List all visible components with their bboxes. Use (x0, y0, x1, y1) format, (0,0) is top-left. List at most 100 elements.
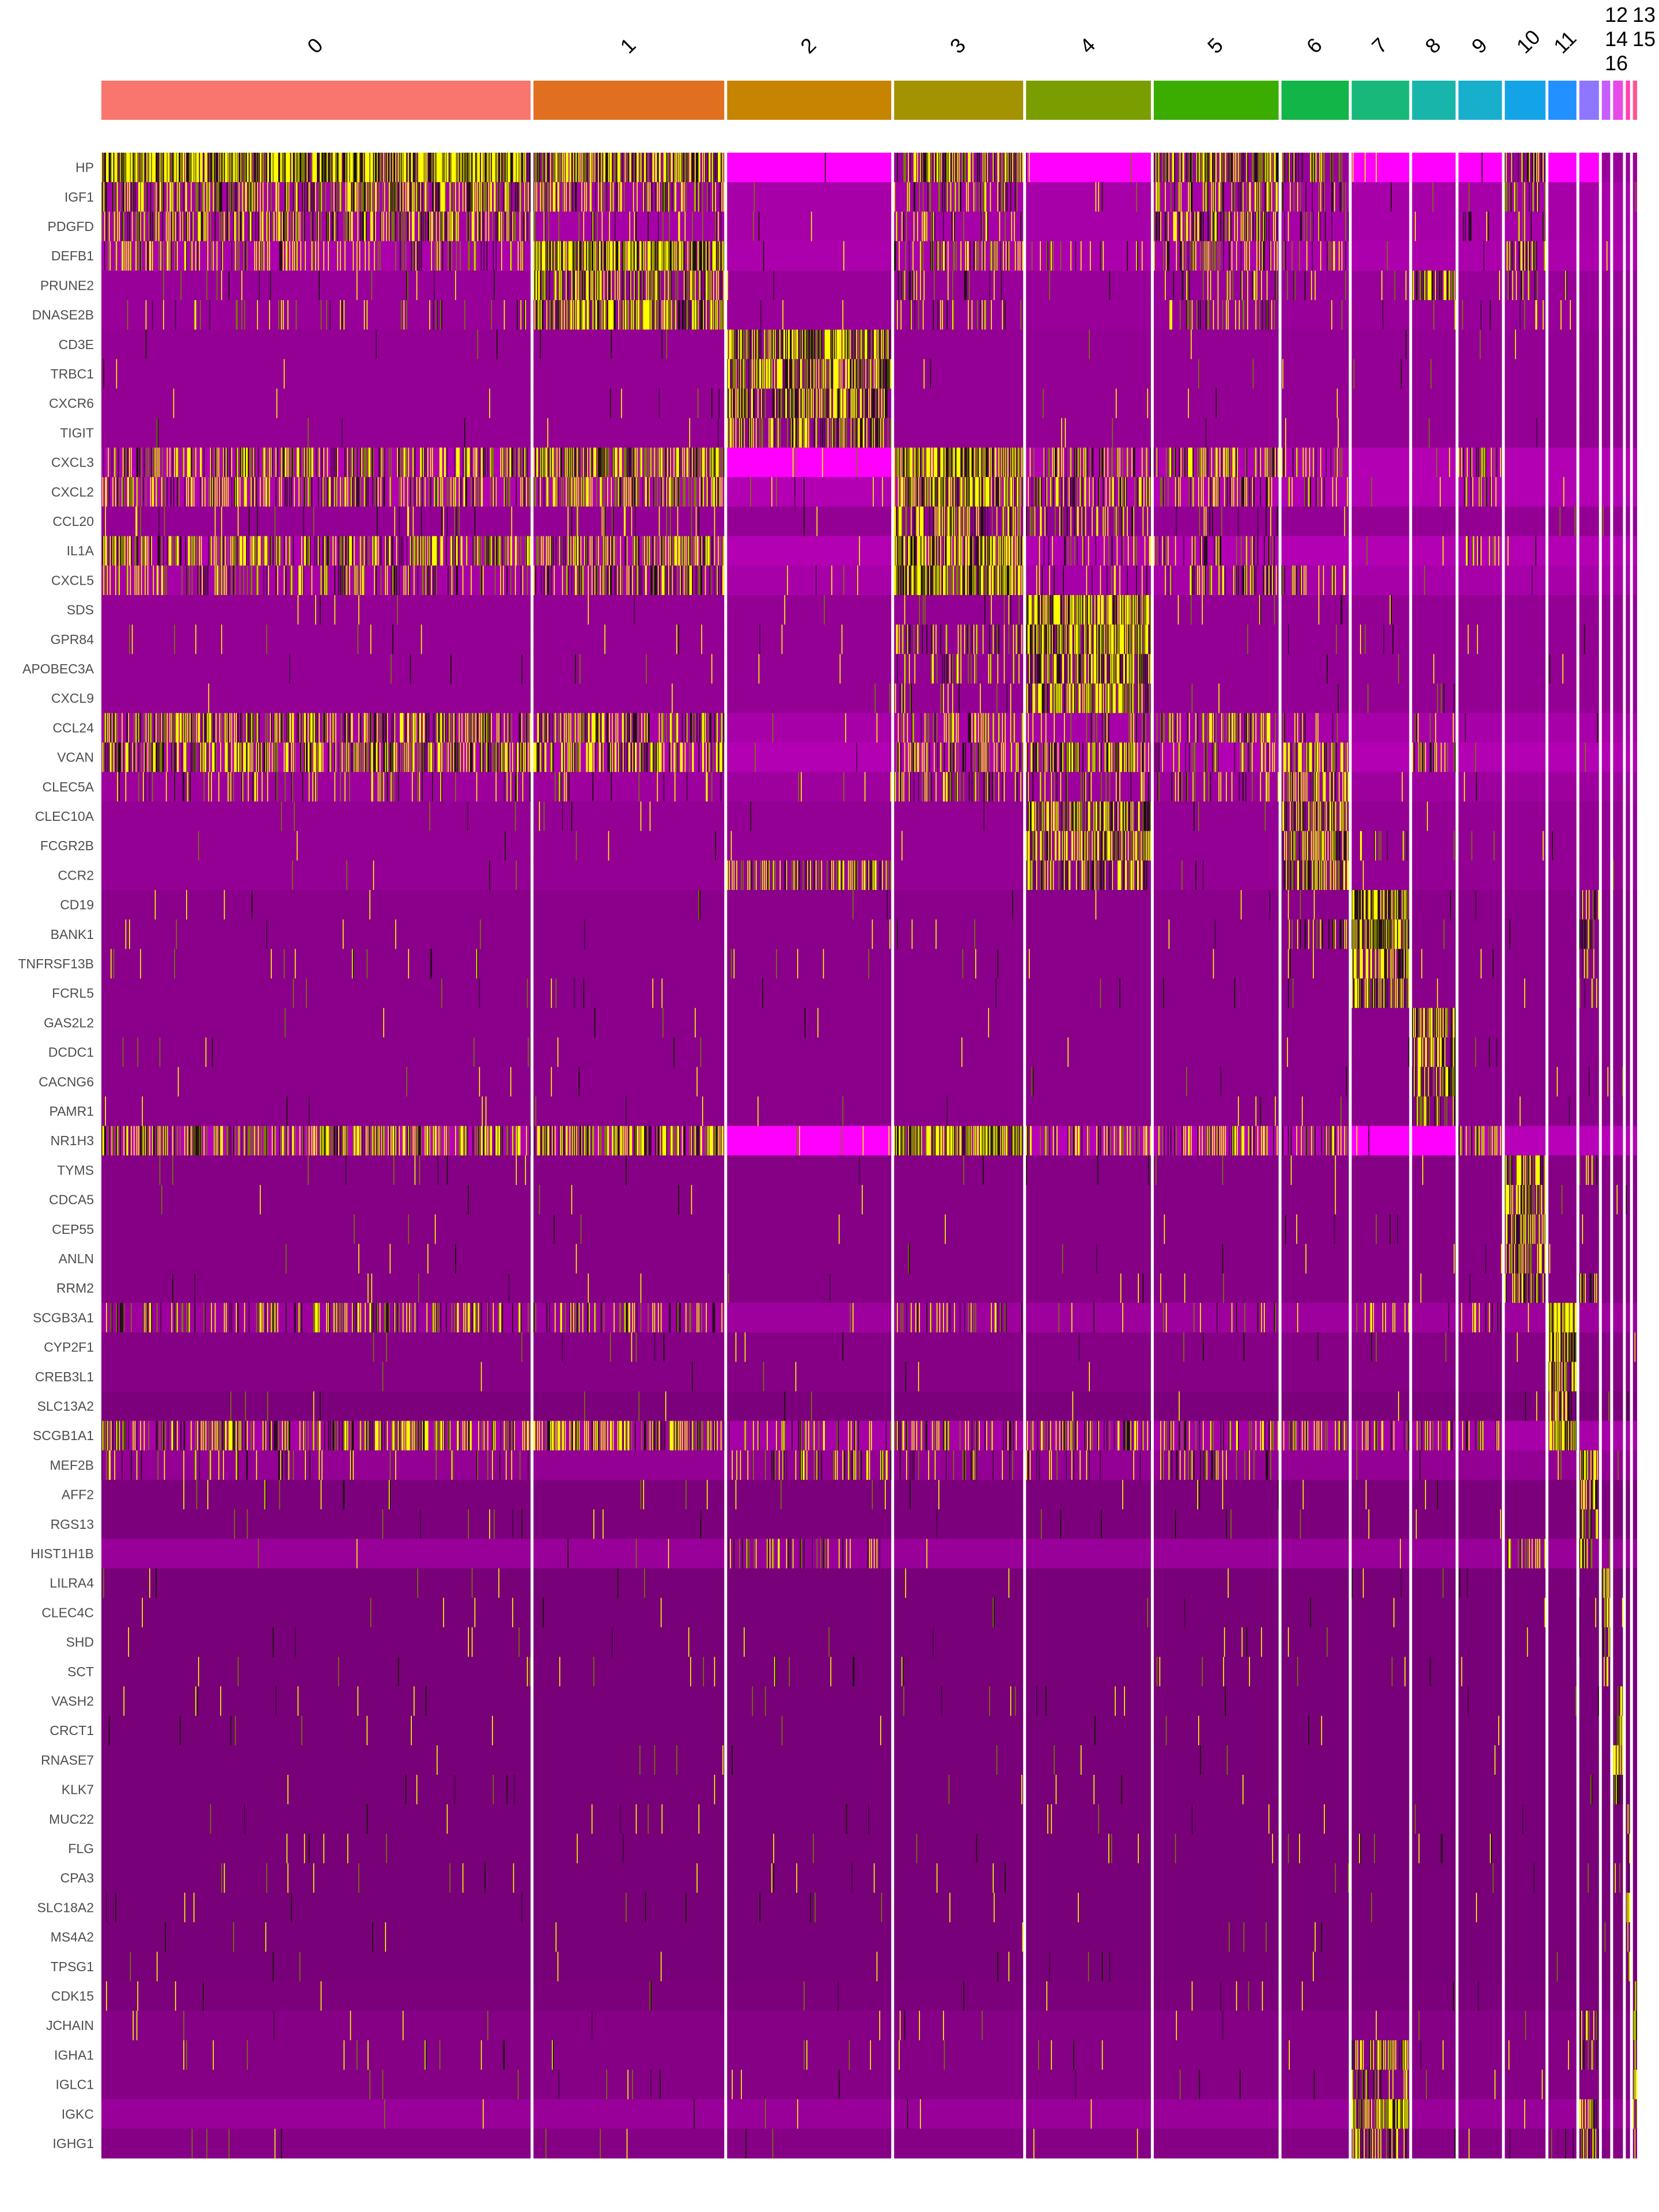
heatmap-block-MS4A2-cluster-15 (1626, 1922, 1630, 1952)
heatmap-block-MUC22-cluster-9 (1458, 1804, 1502, 1834)
block-background (101, 949, 531, 979)
heatmap-block-MUC22-cluster-2 (727, 1804, 892, 1834)
expression-stripes (900, 772, 1018, 802)
heatmap-block-BANK1-cluster-2 (727, 919, 892, 949)
heatmap-block-FLG-cluster-9 (1458, 1834, 1502, 1864)
block-background (1153, 919, 1279, 949)
heatmap-block-TNFRSF13B-cluster-6 (1281, 949, 1349, 979)
block-background (1153, 1627, 1279, 1657)
block-background (533, 418, 725, 448)
block-background (1281, 182, 1349, 212)
heatmap-block-SDS-cluster-2 (727, 595, 892, 625)
heatmap-block-SHD-cluster-12 (1579, 1627, 1599, 1657)
heatmap-block-MS4A2-cluster-4 (1026, 1922, 1151, 1952)
heatmap-block-IL1A-cluster-11 (1548, 536, 1577, 566)
block-background (894, 2010, 1024, 2041)
heatmap-block-SLC18A2-cluster-5 (1153, 1892, 1279, 1923)
heatmap-block-APOBEC3A-cluster-5 (1153, 654, 1279, 684)
block-background (1633, 1273, 1637, 1304)
expression-stripes (1029, 448, 1147, 478)
heatmap-block-CCL20-cluster-10 (1505, 506, 1546, 537)
expression-stripes (1033, 2128, 1138, 2159)
heatmap-block-SHD-cluster-10 (1505, 1627, 1546, 1657)
heatmap-block-PAMR1-cluster-8 (1412, 1096, 1456, 1127)
heatmap-block-CDCA5-cluster-4 (1026, 1185, 1151, 1215)
block-background (1548, 1096, 1577, 1127)
block-background (1026, 565, 1151, 596)
heatmap-block-NR1H3-cluster-10 (1505, 1126, 1546, 1156)
heatmap-block-BANK1-cluster-13 (1601, 919, 1611, 949)
heatmap-block-CXCL2-cluster-0 (101, 477, 531, 507)
heatmap-row-HP (101, 153, 1637, 183)
heatmap-block-CD3E-cluster-2 (727, 329, 892, 359)
heatmap-block-CLEC5A-cluster-16 (1633, 772, 1637, 802)
heatmap-block-IGHG1-cluster-13 (1601, 2128, 1611, 2159)
block-background (1351, 1922, 1410, 1952)
block-background (1579, 1568, 1599, 1599)
block-background (1579, 713, 1599, 743)
block-background (1505, 1686, 1546, 1717)
expression-stripes (1414, 1067, 1449, 1097)
heatmap-block-LILRA4-cluster-7 (1351, 1568, 1410, 1599)
expression-stripes (106, 1892, 522, 1923)
heatmap-block-RRM2-cluster-0 (101, 1273, 531, 1304)
expression-stripes (265, 1922, 387, 1952)
expression-stripes (1508, 1539, 1546, 1569)
block-background (1458, 860, 1502, 891)
expression-stripes (1356, 949, 1408, 979)
heatmap-block-IGHA1-cluster-6 (1281, 2040, 1349, 2070)
block-background (727, 1539, 892, 1569)
heatmap-block-CDK15-cluster-1 (533, 1981, 725, 2012)
heatmap-block-TPSG1-cluster-13 (1601, 1952, 1611, 1982)
expression-stripes (1037, 1421, 1151, 1451)
block-background (1505, 211, 1546, 242)
block-background (1458, 801, 1502, 832)
block-background (1626, 506, 1630, 537)
heatmap-block-AFF2-cluster-9 (1458, 1480, 1502, 1510)
heatmap-block-CCL24-cluster-6 (1281, 713, 1349, 743)
expression-stripes (1514, 182, 1539, 212)
block-background (1548, 1214, 1577, 1244)
block-background (1505, 565, 1546, 596)
heatmap-block-LILRA4-cluster-10 (1505, 1568, 1546, 1599)
expression-stripes (1531, 211, 1544, 242)
heatmap-block-AFF2-cluster-3 (894, 1480, 1024, 1510)
block-background (1412, 624, 1456, 654)
heatmap-block-CXCL5-cluster-3 (894, 565, 1024, 596)
heatmap-block-TPSG1-cluster-9 (1458, 1952, 1502, 1982)
heatmap-block-CYP2F1-cluster-1 (533, 1332, 725, 1362)
heatmap-block-CXCR6-cluster-5 (1153, 388, 1279, 419)
expression-stripes (549, 241, 713, 271)
block-background (1505, 1007, 1546, 1038)
expression-stripes (1187, 270, 1277, 301)
block-background (1351, 1745, 1410, 1775)
heatmap-block-JCHAIN-cluster-16 (1633, 2010, 1638, 2041)
block-background (1458, 1952, 1502, 1982)
block-background (1026, 831, 1151, 861)
heatmap-block-CLEC4C-cluster-15 (1626, 1597, 1630, 1628)
expression-stripes (1585, 1155, 1593, 1185)
heatmap-block-VASH2-cluster-15 (1626, 1686, 1630, 1717)
heatmap-block-VCAN-cluster-2 (727, 743, 892, 772)
expression-stripes (1153, 211, 1266, 242)
heatmap-block-SCT-cluster-11 (1548, 1657, 1577, 1687)
heatmap-block-MUC22-cluster-3 (894, 1804, 1024, 1834)
heatmap-block-DEFB1-cluster-4 (1026, 241, 1151, 271)
block-background (1548, 2099, 1577, 2129)
block-background (1281, 477, 1349, 507)
block-background (1626, 1007, 1630, 1038)
block-background (1633, 2099, 1637, 2129)
expression-stripes (1175, 477, 1272, 507)
heatmap-block-CDCA5-cluster-9 (1458, 1185, 1502, 1215)
expression-stripes (612, 506, 636, 537)
heatmap-row-FCRL5 (101, 978, 1637, 1009)
block-background (533, 1715, 725, 1746)
block-background (1153, 2128, 1279, 2159)
expression-stripes (186, 565, 508, 596)
block-background (1613, 1007, 1623, 1038)
block-background (1633, 182, 1637, 212)
heatmap-block-HIST1H1B-cluster-7 (1351, 1539, 1410, 1569)
block-background (1548, 536, 1577, 566)
expression-stripes (1284, 211, 1349, 242)
expression-stripes (224, 1863, 514, 1893)
